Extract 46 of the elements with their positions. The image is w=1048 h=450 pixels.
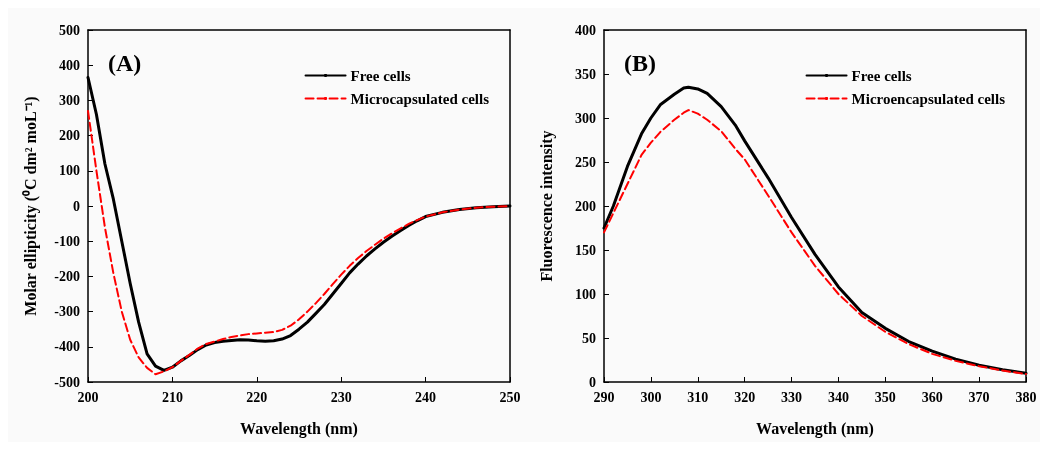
y-axis-title: Fluorescence intensity bbox=[537, 130, 556, 282]
y-tick-label: 300 bbox=[59, 92, 80, 108]
y-tick-label: 400 bbox=[575, 22, 596, 38]
y-tick-label: 0 bbox=[73, 198, 80, 214]
y-tick-label: -300 bbox=[54, 304, 80, 320]
y-tick-label: 200 bbox=[59, 128, 80, 144]
y-tick-label: -100 bbox=[54, 233, 80, 249]
x-axis-title: Wavelength (nm) bbox=[756, 419, 874, 438]
x-tick-label: 300 bbox=[640, 389, 662, 405]
legend-label: Microencapsulated cells bbox=[851, 90, 1006, 107]
x-tick-label: 230 bbox=[330, 389, 352, 405]
y-tick-label: 500 bbox=[59, 22, 80, 38]
legend-label: Microcapsulated cells bbox=[350, 90, 490, 107]
y-tick-label: 100 bbox=[59, 163, 80, 179]
x-tick-label: 340 bbox=[827, 389, 849, 405]
x-axis-title: Wavelength (nm) bbox=[240, 419, 358, 438]
y-tick-label: 400 bbox=[59, 57, 80, 73]
y-tick-label: 200 bbox=[575, 198, 596, 214]
y-tick-label: 0 bbox=[589, 374, 596, 390]
x-tick-label: 210 bbox=[161, 389, 183, 405]
x-tick-label: 310 bbox=[687, 389, 709, 405]
y-tick-label: 350 bbox=[575, 66, 596, 82]
x-tick-label: 200 bbox=[77, 389, 99, 405]
y-tick-label: 250 bbox=[575, 154, 596, 170]
y-axis-title: Molar ellipticity (⁰C dm² moL⁻¹) bbox=[21, 96, 40, 316]
x-tick-label: 240 bbox=[415, 389, 437, 405]
x-tick-label: 330 bbox=[781, 389, 803, 405]
text: (A) bbox=[108, 50, 142, 76]
x-tick-label: 380 bbox=[1015, 389, 1037, 405]
y-tick-label: 150 bbox=[575, 242, 596, 258]
x-tick-label: 350 bbox=[874, 389, 896, 405]
x-tick-label: 320 bbox=[734, 389, 756, 405]
text: (B) bbox=[624, 50, 656, 76]
x-tick-label: 290 bbox=[593, 389, 615, 405]
y-tick-label: 100 bbox=[575, 286, 596, 302]
y-tick-label: -400 bbox=[54, 339, 80, 355]
y-tick-label: 50 bbox=[582, 330, 596, 346]
legend-label: Free cells bbox=[350, 67, 411, 84]
y-tick-label: -200 bbox=[54, 268, 80, 284]
y-tick-label: -500 bbox=[54, 374, 80, 390]
y-tick-label: 300 bbox=[575, 110, 596, 126]
legend-label: Free cells bbox=[851, 67, 912, 84]
x-tick-label: 360 bbox=[921, 389, 943, 405]
x-tick-label: 220 bbox=[246, 389, 268, 405]
x-tick-label: 370 bbox=[968, 389, 990, 405]
x-tick-label: 250 bbox=[499, 389, 521, 405]
